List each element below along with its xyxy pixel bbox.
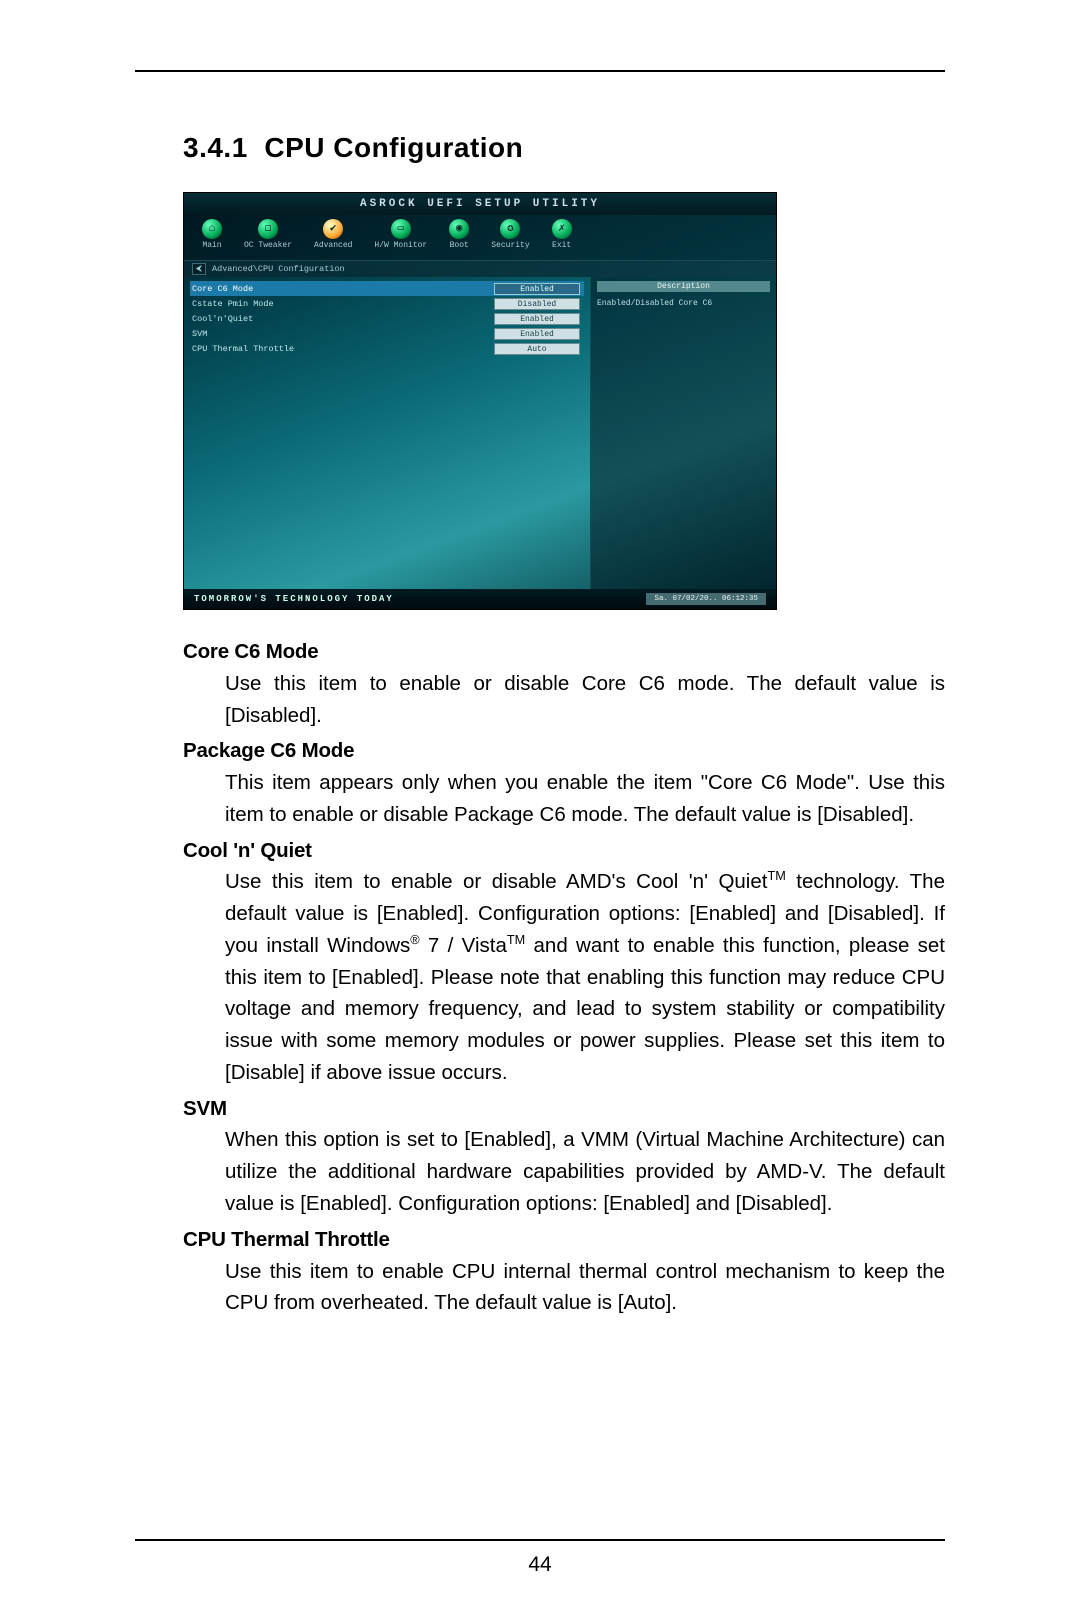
setting-value[interactable]: Enabled bbox=[494, 283, 580, 295]
bios-breadcrumb: ⮜ Advanced\CPU Configuration bbox=[184, 261, 776, 277]
bios-help-panel: Description Enabled/Disabled Core C6 bbox=[590, 277, 776, 589]
definition-term: Package C6 Mode bbox=[183, 735, 945, 767]
bios-setting-row[interactable]: Cool'n'QuietEnabled bbox=[190, 311, 584, 326]
setting-label: CPU Thermal Throttle bbox=[190, 344, 494, 354]
bios-tab-exit[interactable]: ✗ Exit bbox=[552, 219, 572, 260]
manual-page: 3.4.1 CPU Configuration ASROCK UEFI SETU… bbox=[0, 0, 1080, 1619]
definitions-block: Core C6 ModeUse this item to enable or d… bbox=[183, 636, 945, 1319]
definition-term: SVM bbox=[183, 1093, 945, 1125]
bios-title-bar: ASROCK UEFI SETUP UTILITY bbox=[184, 193, 776, 215]
tab-icon: ✗ bbox=[552, 219, 572, 239]
bios-desc-text: Enabled/Disabled Core C6 bbox=[597, 298, 770, 309]
bios-slogan: TOMORROW'S TECHNOLOGY TODAY bbox=[194, 594, 394, 604]
tab-label: Advanced bbox=[314, 241, 352, 251]
bios-body: Core C6 ModeEnabledCstate Pmin ModeDisab… bbox=[184, 277, 776, 589]
setting-label: Cstate Pmin Mode bbox=[190, 299, 494, 309]
tab-label: Security bbox=[491, 241, 529, 251]
setting-value[interactable]: Disabled bbox=[494, 298, 580, 310]
bios-settings-panel: Core C6 ModeEnabledCstate Pmin ModeDisab… bbox=[184, 277, 590, 589]
section-title-text: CPU Configuration bbox=[264, 132, 523, 163]
bios-screenshot: ASROCK UEFI SETUP UTILITY ⌂ Main ◻ OC Tweak… bbox=[183, 192, 777, 610]
tab-label: OC Tweaker bbox=[244, 241, 292, 251]
bios-desc-header: Description bbox=[597, 281, 770, 292]
tab-icon: ◻ bbox=[258, 219, 278, 239]
bios-tab-advanced[interactable]: ✔ Advanced bbox=[314, 219, 352, 260]
section-heading: 3.4.1 CPU Configuration bbox=[183, 132, 945, 164]
setting-value[interactable]: Enabled bbox=[494, 328, 580, 340]
setting-label: SVM bbox=[190, 329, 494, 339]
bios-tab-oc-tweaker[interactable]: ◻ OC Tweaker bbox=[244, 219, 292, 260]
setting-value[interactable]: Auto bbox=[494, 343, 580, 355]
bios-clock: Sa. 07/02/20.. 06:12:35 bbox=[646, 593, 766, 605]
bios-setting-row[interactable]: CPU Thermal ThrottleAuto bbox=[190, 341, 584, 356]
definition-term: Cool 'n' Quiet bbox=[183, 835, 945, 867]
bios-setting-row[interactable]: Core C6 ModeEnabled bbox=[190, 281, 584, 296]
tab-icon: ✔ bbox=[323, 219, 343, 239]
definition-term: CPU Thermal Throttle bbox=[183, 1224, 945, 1256]
definition-text: When this option is set to [Enabled], a … bbox=[225, 1124, 945, 1219]
bios-tab-security[interactable]: ✪ Security bbox=[491, 219, 529, 260]
tab-label: H/W Monitor bbox=[374, 241, 427, 251]
bios-setting-row[interactable]: Cstate Pmin ModeDisabled bbox=[190, 296, 584, 311]
tab-label: Exit bbox=[552, 241, 572, 251]
bios-tab-boot[interactable]: ◉ Boot bbox=[449, 219, 469, 260]
bios-footer: TOMORROW'S TECHNOLOGY TODAY Sa. 07/02/20… bbox=[184, 589, 776, 609]
definition-text: Use this item to enable or disable AMD's… bbox=[225, 866, 945, 1088]
tab-icon: ◉ bbox=[449, 219, 469, 239]
tab-label: Boot bbox=[449, 241, 469, 251]
bios-tab-h-w-monitor[interactable]: ▭ H/W Monitor bbox=[374, 219, 427, 260]
definition-text: Use this item to enable CPU internal the… bbox=[225, 1256, 945, 1320]
definition-text: Use this item to enable or disable Core … bbox=[225, 668, 945, 732]
bios-tab-bar: ⌂ Main ◻ OC Tweaker ✔ Advanced ▭ H/W Monitor ◉ Bo… bbox=[184, 215, 776, 261]
tab-label: Main bbox=[202, 241, 222, 251]
setting-label: Core C6 Mode bbox=[190, 284, 494, 294]
tab-icon: ▭ bbox=[391, 219, 411, 239]
setting-label: Cool'n'Quiet bbox=[190, 314, 494, 324]
bios-tab-main[interactable]: ⌂ Main bbox=[202, 219, 222, 260]
setting-value[interactable]: Enabled bbox=[494, 313, 580, 325]
back-icon[interactable]: ⮜ bbox=[192, 263, 206, 275]
breadcrumb-text: Advanced\CPU Configuration bbox=[212, 261, 345, 277]
tab-icon: ⌂ bbox=[202, 219, 222, 239]
tab-icon: ✪ bbox=[500, 219, 520, 239]
page-number: 44 bbox=[0, 1553, 1080, 1577]
bios-setting-row[interactable]: SVMEnabled bbox=[190, 326, 584, 341]
definition-text: This item appears only when you enable t… bbox=[225, 767, 945, 831]
section-number: 3.4.1 bbox=[183, 132, 248, 163]
rule-bottom bbox=[135, 1539, 945, 1541]
rule-top bbox=[135, 70, 945, 72]
definition-term: Core C6 Mode bbox=[183, 636, 945, 668]
